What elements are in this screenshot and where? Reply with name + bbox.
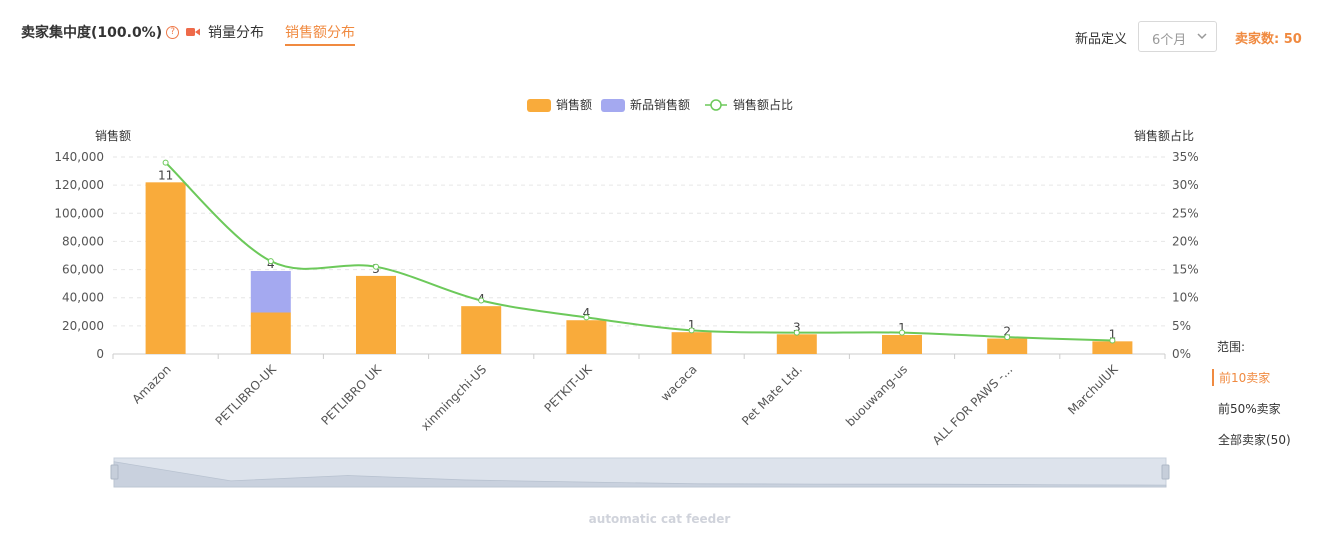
line-point-share: [793, 329, 800, 336]
range-panel: 范围: 前10卖家 前50%卖家 全部卖家(50): [1212, 338, 1312, 448]
bar-sales: [1092, 341, 1133, 354]
x-tick-label: PETLIBRO UK: [318, 361, 384, 427]
title-group: 卖家集中度(100.0%) ?: [21, 22, 201, 42]
bar-sales: [356, 275, 396, 354]
y-tick-label: 0: [96, 347, 104, 361]
y2-tick-label: 20%: [1172, 234, 1199, 248]
y-tick-label: 140,000: [54, 150, 104, 164]
x-tick-label: Pet Mate Ltd.: [739, 362, 805, 428]
line-point-share: [162, 159, 169, 166]
y2-tick-label: 10%: [1172, 291, 1199, 305]
y2-axis-title: 销售额占比: [1134, 128, 1194, 143]
question-icon[interactable]: ?: [166, 25, 180, 39]
x-tick-label: Amazon: [130, 362, 174, 406]
chevron-down-icon: [1197, 33, 1207, 40]
y-tick-label: 100,000: [54, 206, 104, 220]
line-point-share: [267, 258, 274, 265]
range-option-all[interactable]: 全部卖家(50): [1218, 433, 1291, 447]
top-bar: 卖家集中度(100.0%) ? 销量分布 销售额分布 新品定义 6个月 卖家数:…: [0, 0, 1319, 70]
video-icon[interactable]: [186, 27, 201, 37]
y2-tick-label: 25%: [1172, 206, 1199, 220]
bar-count-label: 1: [1109, 327, 1117, 341]
legend-label: 销售额: [556, 97, 592, 112]
y-tick-label: 60,000: [62, 263, 104, 277]
tab-sales-volume[interactable]: 销量分布: [208, 25, 264, 41]
bar-sales: [671, 332, 712, 354]
legend-swatch: [527, 99, 551, 112]
range-label: 范围:: [1217, 340, 1246, 354]
period-select-value: 6个月: [1152, 33, 1187, 48]
bar-sales: [882, 335, 922, 354]
line-point-share: [583, 314, 590, 321]
series-line-share: [164, 161, 1113, 342]
y2-tick-label: 5%: [1172, 319, 1191, 333]
bar-sales: [987, 338, 1028, 354]
line-point-share: [1004, 334, 1011, 341]
range-option-top50pct[interactable]: 前50%卖家: [1218, 402, 1281, 416]
bar-sales: [461, 306, 502, 354]
line-point-share: [899, 329, 905, 336]
page-title: 卖家集中度(100.0%): [21, 25, 163, 41]
new-product-definition-label: 新品定义: [1075, 32, 1128, 47]
bar-new-sales: [250, 270, 291, 313]
legend-label: 销售额占比: [733, 97, 793, 112]
legend-label: 新品销售额: [630, 97, 690, 112]
bar-count-label: 1: [688, 318, 696, 332]
bar-sales: [145, 182, 186, 354]
y2-tick-label: 30%: [1172, 178, 1199, 192]
y-axis-title: 销售额: [95, 128, 131, 143]
seller-count: 卖家数: 50: [1235, 32, 1302, 47]
x-tick-label: PETKIT-UK: [542, 361, 596, 415]
legend-swatch: [601, 99, 625, 112]
y-tick-label: 40,000: [62, 291, 104, 305]
y2-tick-label: 35%: [1172, 150, 1199, 164]
bar-sales: [566, 320, 607, 354]
y2-tick-label: 15%: [1172, 263, 1199, 277]
tab-sales-amount[interactable]: 销售额分布: [285, 22, 355, 46]
line-point-share: [688, 327, 695, 334]
range-option-top10[interactable]: 前10卖家: [1212, 369, 1312, 386]
line-point-share: [478, 297, 485, 304]
bar-count-label: 3: [793, 320, 801, 334]
x-tick-label: MarchulUK: [1065, 361, 1121, 417]
bar-count-label: 4: [583, 306, 591, 320]
period-select[interactable]: 6个月: [1138, 21, 1217, 52]
keyword-watermark: automatic cat feeder: [588, 512, 731, 526]
bar-count-label: 11: [158, 168, 173, 182]
y-tick-label: 20,000: [62, 319, 104, 333]
bar-sales: [250, 312, 291, 354]
bar-sales: [776, 334, 817, 354]
y-tick-label: 120,000: [54, 178, 104, 192]
line-point-share: [373, 263, 379, 270]
x-tick-label: wacaca: [658, 362, 700, 404]
x-tick-label: buouwang-us: [843, 362, 910, 429]
bar-count-label: 2: [1003, 325, 1011, 339]
legend-line-marker: [710, 99, 722, 111]
x-tick-label: ALL FOR PAWS -...: [930, 362, 1016, 448]
y2-tick-label: 0%: [1172, 347, 1191, 361]
line-point-share: [1109, 337, 1116, 344]
zoom-handle-right[interactable]: [1161, 464, 1170, 480]
zoom-handle-left[interactable]: [110, 464, 119, 480]
y-tick-label: 80,000: [62, 234, 104, 248]
bar-count-label: 1: [898, 321, 906, 335]
x-tick-label: PETLIBRO-UK: [213, 361, 280, 428]
x-tick-label: xinmingchi-US: [418, 362, 489, 433]
zoom-slider-preview: [113, 461, 1167, 488]
